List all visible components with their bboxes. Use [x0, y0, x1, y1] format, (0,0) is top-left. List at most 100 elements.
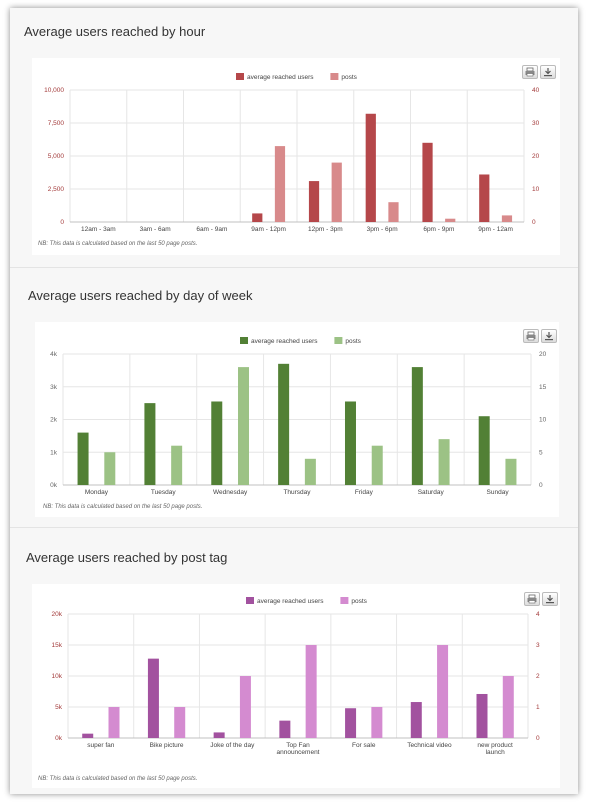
x-tick-label-line: Bike picture: [150, 742, 184, 749]
bar-posts: [501, 215, 513, 222]
legend-swatch: [334, 337, 343, 344]
x-tick-label-line: 6am - 9am: [196, 226, 227, 233]
y-tick-label-left: 20k: [52, 611, 63, 618]
panel-users-by-day-of-week: Average users reached by day of week 0k 1…: [10, 273, 578, 523]
y-tick-label-left: 0k: [55, 735, 63, 742]
x-tick-label: 3am - 6am: [140, 226, 171, 233]
x-tick-label: 6am - 9am: [196, 226, 227, 233]
x-tick-label: 6pm - 9pm: [423, 226, 454, 233]
legend-label: posts: [351, 598, 367, 605]
bar-average-reached-users: [344, 401, 356, 485]
y-tick-label-right: 10: [532, 186, 540, 193]
legend-label: average reached users: [251, 338, 318, 345]
x-tick-label-line: 12am - 3am: [81, 226, 116, 233]
x-tick-label-line: announcement: [276, 749, 319, 756]
x-tick-label-line: Friday: [355, 489, 374, 496]
x-tick-label-line: 3pm - 6pm: [367, 226, 398, 233]
bar-average-reached-users: [476, 693, 488, 738]
bar-posts: [371, 707, 383, 738]
x-tick-label-line: Joke of the day: [210, 742, 255, 749]
x-tick-label-line: Sunday: [487, 489, 510, 496]
panel-users-by-post-tag: Average users reached by post tag 0k 5k 10…: [10, 536, 578, 794]
x-tick-label: 9am - 12pm: [251, 226, 286, 233]
y-tick-label-left: 5k: [55, 704, 63, 711]
x-tick-label: 3pm - 6pm: [367, 226, 398, 233]
x-tick-label-line: 6pm - 9pm: [423, 226, 454, 233]
grid: [69, 89, 525, 223]
bar-average-reached-users: [478, 416, 490, 485]
print-button[interactable]: [524, 592, 540, 606]
bar-posts: [238, 367, 250, 485]
bar-posts: [104, 452, 116, 485]
bar-posts: [502, 676, 514, 738]
printer-icon: [527, 594, 537, 604]
x-tick-label: 9pm - 12am: [478, 226, 513, 233]
bar-average-reached-users: [365, 113, 376, 222]
legend-swatch: [236, 73, 244, 80]
download-button[interactable]: [542, 592, 558, 606]
x-tick-label: Thursday: [283, 489, 311, 496]
y-tick-label-right: 40: [532, 87, 540, 94]
y-tick-label-left: 10,000: [44, 87, 64, 94]
y-tick-label-right: 3: [536, 642, 540, 649]
bar-average-reached-users: [77, 432, 89, 485]
y-tick-label-right: 2: [536, 673, 540, 680]
download-icon: [546, 595, 554, 604]
y-axis-ticks: 0 2,500 5,000 7,500 10,000 0 10 20 30 40: [44, 87, 540, 226]
section-divider: [10, 527, 578, 528]
y-tick-label-right: 30: [532, 120, 540, 127]
bar-average-reached-users: [252, 213, 263, 222]
bar-posts: [438, 439, 450, 485]
bars: [252, 113, 513, 222]
download-button[interactable]: [541, 329, 557, 343]
legend: average reached users posts: [240, 337, 362, 345]
x-tick-label-line: Thursday: [283, 489, 311, 496]
x-tick-label-line: 9pm - 12am: [478, 226, 513, 233]
y-tick-label-left: 4k: [50, 351, 58, 358]
bar-average-reached-users: [144, 403, 156, 485]
grid: [62, 353, 532, 486]
data-note: NB: This data is calculated based on the…: [38, 776, 198, 782]
bar-posts: [331, 162, 342, 222]
legend: average reached users posts: [236, 73, 358, 81]
y-tick-label-right: 10: [539, 417, 547, 424]
data-note: NB: This data is calculated based on the…: [43, 504, 203, 510]
legend-label: average reached users: [247, 74, 314, 81]
y-tick-label-left: 15k: [52, 642, 63, 649]
section-divider: [10, 267, 578, 268]
x-tick-label: Joke of the day: [210, 742, 255, 749]
x-tick-label: Monday: [85, 489, 109, 496]
legend-swatch: [240, 337, 248, 344]
x-tick-label-line: Monday: [85, 489, 109, 496]
x-tick-label-line: 9am - 12pm: [251, 226, 286, 233]
x-tick-label: Bike picture: [150, 742, 184, 749]
bar-average-reached-users: [308, 181, 320, 222]
y-axis-ticks: 0k 5k 10k 15k 20k 0 1 2 3 4: [52, 611, 540, 742]
data-note: NB: This data is calculated based on the…: [38, 241, 198, 247]
legend-label: posts: [345, 338, 361, 345]
x-tick-label-line: super fan: [87, 742, 114, 749]
bar-average-reached-users: [279, 720, 291, 738]
legend-label: average reached users: [257, 598, 324, 605]
x-tick-label: Technical video: [407, 742, 452, 749]
bar-posts: [505, 458, 517, 485]
bar-posts: [445, 218, 456, 222]
y-tick-label-left: 7,500: [48, 120, 65, 127]
bar-posts: [239, 676, 251, 738]
x-tick-label: Top Fan announcement: [276, 742, 319, 756]
chart-users-by-hour: 0 2,500 5,000 7,500 10,000 0 10 20 30 40 12am - 3a…: [44, 73, 540, 233]
legend: average reached users posts: [246, 597, 368, 605]
y-tick-label-right: 5: [539, 449, 543, 456]
x-tick-label: Friday: [355, 489, 374, 496]
y-axis-ticks: 0k 1k 2k 3k 4k 0 5 10 15 20: [50, 351, 546, 489]
y-tick-label-left: 2,500: [48, 186, 65, 193]
bar-average-reached-users: [479, 174, 490, 222]
x-tick-label: Tuesday: [151, 489, 176, 496]
y-tick-label-left: 10k: [52, 673, 63, 680]
print-button[interactable]: [523, 329, 539, 343]
download-button[interactable]: [540, 65, 556, 79]
print-button[interactable]: [522, 65, 538, 79]
y-tick-label-left: 2k: [50, 417, 58, 424]
x-tick-label: Sunday: [487, 489, 510, 496]
x-tick-label-line: launch: [486, 749, 506, 756]
